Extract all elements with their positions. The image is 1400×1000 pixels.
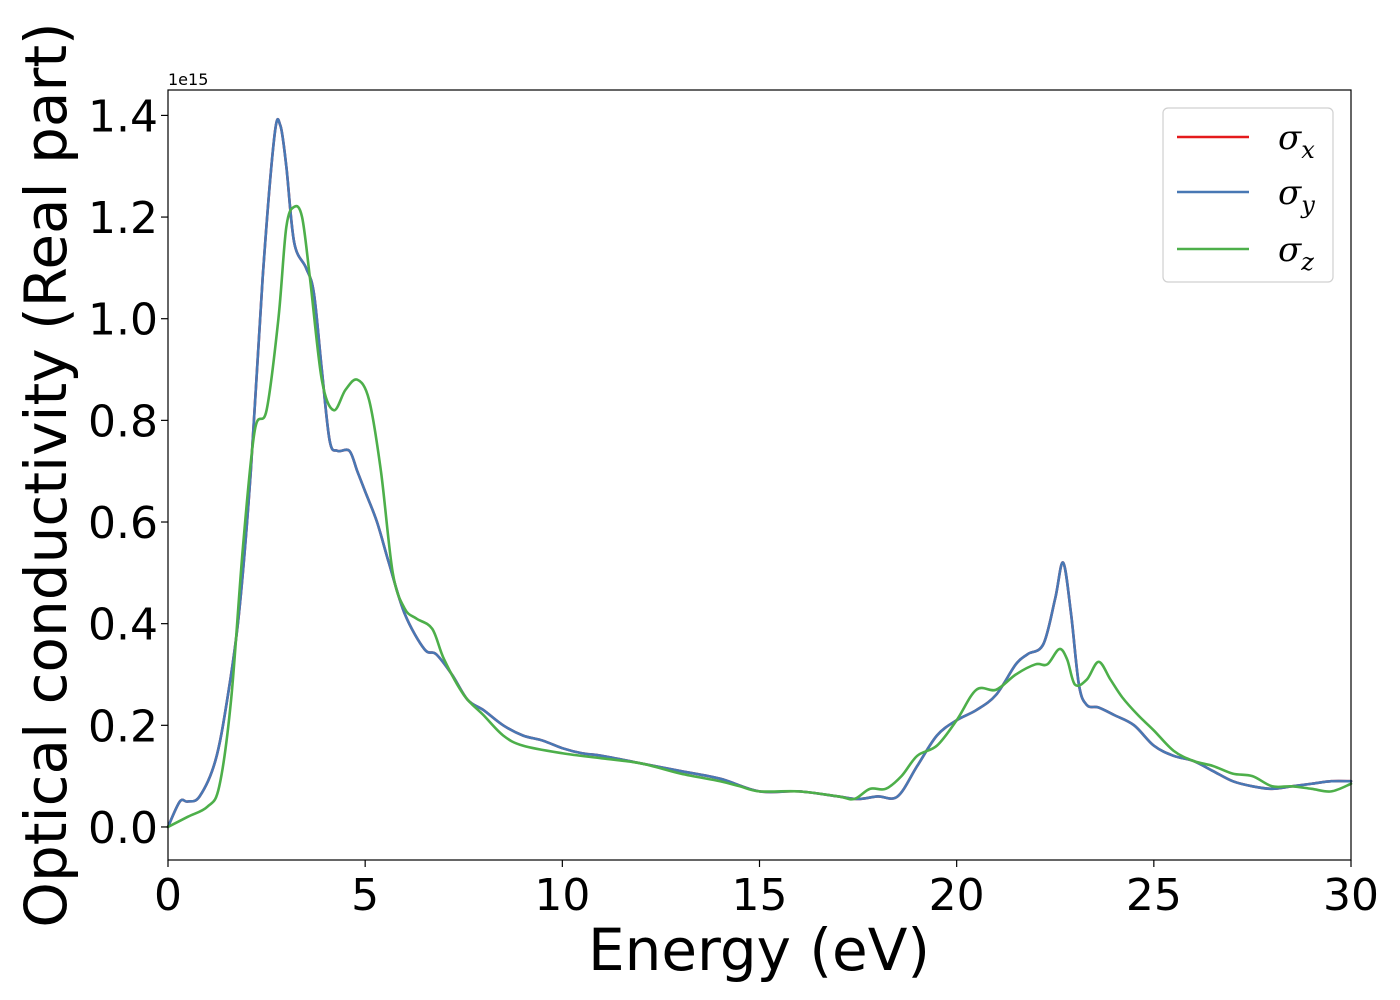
- y-tick-label: 1.4: [88, 91, 158, 142]
- y-tick-label: 0.2: [88, 701, 158, 752]
- y-axis-ticks: 0.0 0.2 0.4 0.6 0.8 1.0 1.2 1.4: [88, 91, 168, 854]
- y-tick-label: 0.4: [88, 600, 158, 651]
- x-tick-label: 0: [154, 870, 182, 921]
- series-line-z: [166, 204, 1353, 829]
- y-tick-label: 1.2: [88, 193, 158, 244]
- series-layer: [166, 117, 1353, 829]
- x-tick-label: 30: [1323, 870, 1379, 921]
- x-axis-label: Energy (eV): [588, 916, 930, 984]
- legend-label-x: σx: [1278, 118, 1315, 164]
- x-tick-label: 10: [534, 870, 590, 921]
- series-line-y: [166, 117, 1353, 829]
- legend: σx σy σz: [1162, 107, 1334, 283]
- legend-label-y: σy: [1278, 173, 1315, 219]
- x-tick-label: 15: [732, 870, 788, 921]
- x-tick-label: 25: [1126, 870, 1182, 921]
- y-tick-label: 0.8: [88, 396, 158, 447]
- x-axis-ticks: 0 5 10 15 20 25 30: [154, 860, 1379, 921]
- legend-label-z: σz: [1278, 230, 1314, 276]
- y-tick-label: 0.6: [88, 498, 158, 549]
- y-axis-label: Optical conductivity (Real part): [12, 22, 80, 927]
- y-tick-label: 1.0: [88, 295, 158, 346]
- x-tick-label: 20: [929, 870, 985, 921]
- x-tick-label: 5: [351, 870, 379, 921]
- y-offset-label: 1e15: [168, 70, 208, 89]
- legend-frame: [1162, 107, 1334, 283]
- y-tick-label: 0.0: [88, 803, 158, 854]
